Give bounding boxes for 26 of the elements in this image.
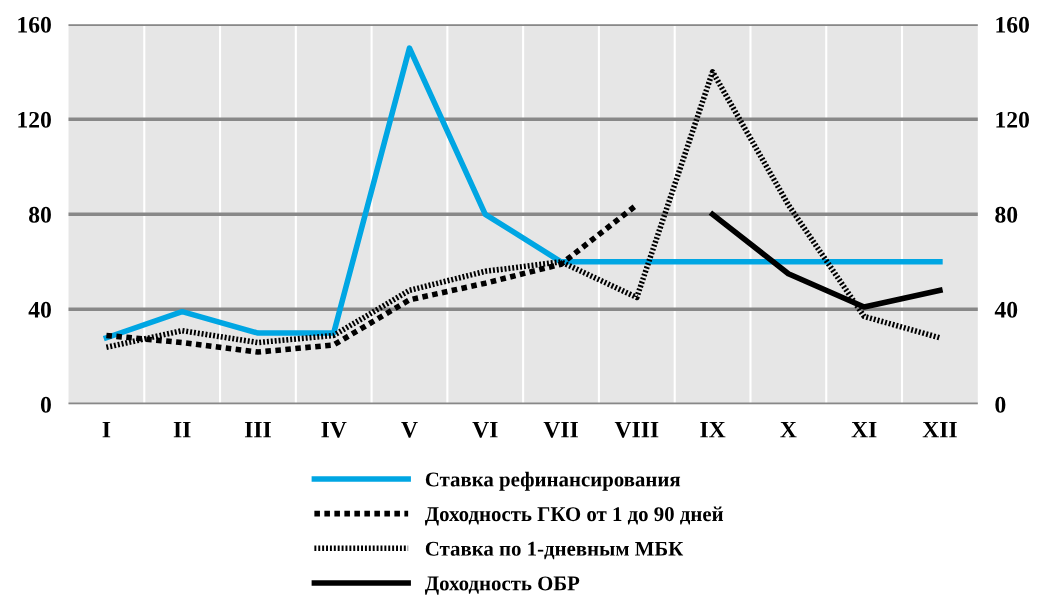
x-tick-label: IX	[700, 421, 726, 438]
y-tick-label: 80	[29, 206, 51, 223]
x-tick-label: VIII	[614, 421, 659, 438]
x-tick-label: VII	[543, 421, 578, 438]
x-tick-label: IV	[321, 421, 347, 438]
y-tick-label: 160	[18, 16, 51, 33]
x-tick-label: III	[244, 421, 271, 438]
y-tick-label: 40	[28, 301, 51, 318]
y2-tick-label: 160	[996, 16, 1029, 33]
y2-tick-label: 120	[996, 111, 1029, 128]
y-tick-label: 0	[40, 396, 51, 413]
x-tick-label: XI	[851, 421, 877, 438]
y2-tick-label: 0	[995, 396, 1006, 413]
x-tick-label: II	[173, 421, 191, 438]
x-tick-label: X	[780, 421, 797, 438]
x-tick-label: I	[102, 421, 111, 438]
legend-label: Ставка рефинансирования	[425, 471, 681, 491]
x-tick-label: XII	[922, 421, 957, 438]
y2-tick-label: 40	[994, 301, 1018, 318]
legend-label: Доходность ОБР	[424, 576, 580, 595]
legend-label: Доходность ГКО от 1 до 90 дней	[424, 506, 724, 526]
y2-tick-label: 80	[995, 206, 1018, 223]
y-tick-label: 120	[18, 111, 51, 128]
x-tick-label: V	[401, 421, 418, 438]
x-tick-label: VI	[472, 421, 498, 438]
legend-label: Ставка по 1-дневным МБК	[425, 541, 684, 560]
